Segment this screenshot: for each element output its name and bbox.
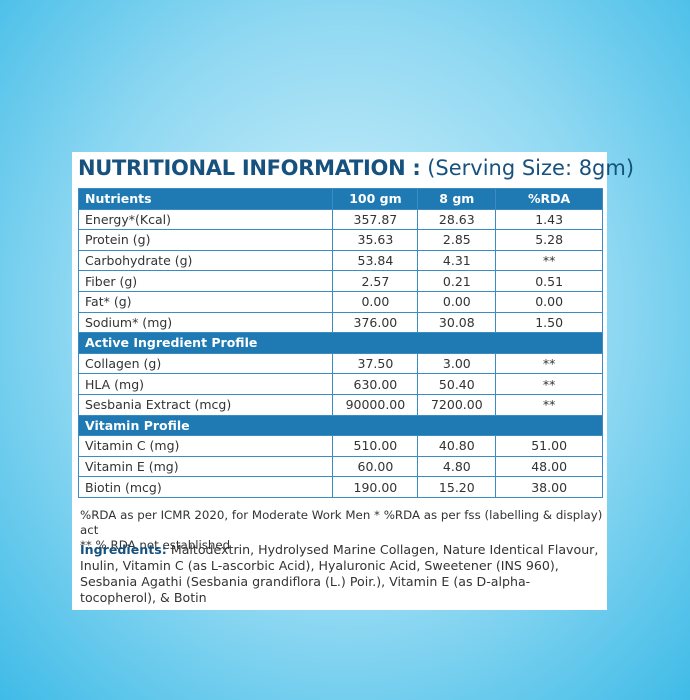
cell-value: 35.63 [332, 229, 419, 251]
cell-value: 15.20 [417, 476, 497, 498]
table-row: Vitamin E (mg) 60.00 4.80 48.00 [77, 455, 603, 478]
cell-value: 28.63 [417, 208, 497, 231]
column-header: Nutrients [77, 188, 334, 210]
header-row: Nutrients 100 gm 8 gm %RDA [77, 188, 603, 210]
section-title: Active Ingredient Profile [78, 332, 603, 354]
table-row: Collagen (g) 37.50 3.00 ** [77, 352, 603, 375]
table-row: Energy*(Kcal) 357.87 28.63 1.43 [77, 208, 603, 231]
cell-nutrient: Energy*(Kcal) [77, 208, 334, 231]
cell-value: 376.00 [332, 311, 419, 334]
title: NUTRITIONAL INFORMATION : (Serving Size:… [78, 156, 634, 180]
cell-nutrient: Collagen (g) [77, 352, 334, 375]
table-row: Vitamin C (mg) 510.00 40.80 51.00 [77, 435, 603, 457]
cell-value: ** [495, 393, 603, 416]
serving-size: (Serving Size: 8gm) [427, 156, 635, 180]
footnote: %RDA as per ICMR 2020, for Moderate Work… [80, 508, 603, 537]
table-row: Sodium* (mg) 376.00 30.08 1.50 [77, 311, 603, 334]
table-row: Fiber (g) 2.57 0.21 0.51 [77, 270, 603, 292]
cell-value: 51.00 [495, 435, 603, 457]
table-row: Biotin (mcg) 190.00 15.20 38.00 [77, 476, 603, 498]
cell-value: 5.28 [495, 229, 603, 251]
table-row: Carbohydrate (g) 53.84 4.31 ** [77, 249, 603, 272]
cell-value: 0.51 [495, 270, 603, 292]
cell-nutrient: Vitamin C (mg) [77, 435, 334, 457]
section-row: Vitamin Profile [78, 414, 603, 437]
cell-value: ** [495, 373, 603, 395]
cell-value: 37.50 [332, 352, 419, 375]
cell-value: 4.31 [417, 249, 497, 272]
footnote: ** % RDA not established [80, 538, 231, 552]
cell-value: 40.80 [417, 435, 497, 457]
cell-value: 48.00 [495, 455, 603, 478]
column-header: 100 gm [332, 188, 419, 210]
ingredients-label: Ingredients: [80, 542, 167, 557]
cell-nutrient: Sesbania Extract (mcg) [77, 393, 334, 416]
table-row: Protein (g) 35.63 2.85 5.28 [77, 229, 603, 251]
cell-nutrient: HLA (mg) [77, 373, 334, 395]
cell-nutrient: Vitamin E (mg) [77, 455, 334, 478]
section-title: Vitamin Profile [78, 414, 603, 437]
cell-value: 357.87 [332, 208, 419, 231]
cell-value: 0.00 [495, 290, 603, 313]
cell-value: 190.00 [332, 476, 419, 498]
cell-nutrient: Fat* (g) [77, 290, 334, 313]
section-row: Active Ingredient Profile [78, 332, 603, 354]
cell-nutrient: Sodium* (mg) [77, 311, 334, 334]
cell-value: 0.00 [332, 290, 419, 313]
table-row: Sesbania Extract (mcg) 90000.00 7200.00 ** [77, 393, 603, 416]
cell-value: 90000.00 [332, 393, 419, 416]
cell-value: 7200.00 [417, 393, 497, 416]
cell-nutrient: Carbohydrate (g) [77, 249, 334, 272]
footnotes: %RDA as per ICMR 2020, for Moderate Work… [80, 508, 605, 553]
ingredients: Ingredients: Maltodextrin, Hydrolysed Ma… [80, 542, 600, 606]
cell-value: 38.00 [495, 476, 603, 498]
label-panel: NUTRITIONAL INFORMATION : (Serving Size:… [72, 152, 634, 610]
cell-value: 30.08 [417, 311, 497, 334]
cell-value: 3.00 [417, 352, 497, 375]
cell-value: 2.57 [332, 270, 419, 292]
cell-value: 630.00 [332, 373, 419, 395]
column-header: %RDA [495, 188, 603, 210]
cell-value: 1.43 [495, 208, 603, 231]
cell-nutrient: Fiber (g) [77, 270, 334, 292]
cell-value: ** [495, 249, 603, 272]
cell-value: 4.80 [417, 455, 497, 478]
cell-value: 2.85 [417, 229, 497, 251]
cell-value: 53.84 [332, 249, 419, 272]
cell-value: 510.00 [332, 435, 419, 457]
cell-nutrient: Protein (g) [77, 229, 334, 251]
title-main: NUTRITIONAL INFORMATION : [78, 156, 421, 180]
nutrition-table: Nutrients 100 gm 8 gm %RDA Energy*(Kcal) 357.… [77, 188, 603, 498]
cell-nutrient: Biotin (mcg) [77, 476, 334, 498]
cell-value: 1.50 [495, 311, 603, 334]
cell-value: ** [495, 352, 603, 375]
cell-value: 50.40 [417, 373, 497, 395]
cell-value: 0.21 [417, 270, 497, 292]
column-header: 8 gm [417, 188, 497, 210]
ingredients-text: Maltodextrin, Hydrolysed Marine Collagen… [80, 542, 599, 605]
table-row: Fat* (g) 0.00 0.00 0.00 [77, 290, 603, 313]
cell-value: 0.00 [417, 290, 497, 313]
cell-value: 60.00 [332, 455, 419, 478]
table-row: HLA (mg) 630.00 50.40 ** [77, 373, 603, 395]
